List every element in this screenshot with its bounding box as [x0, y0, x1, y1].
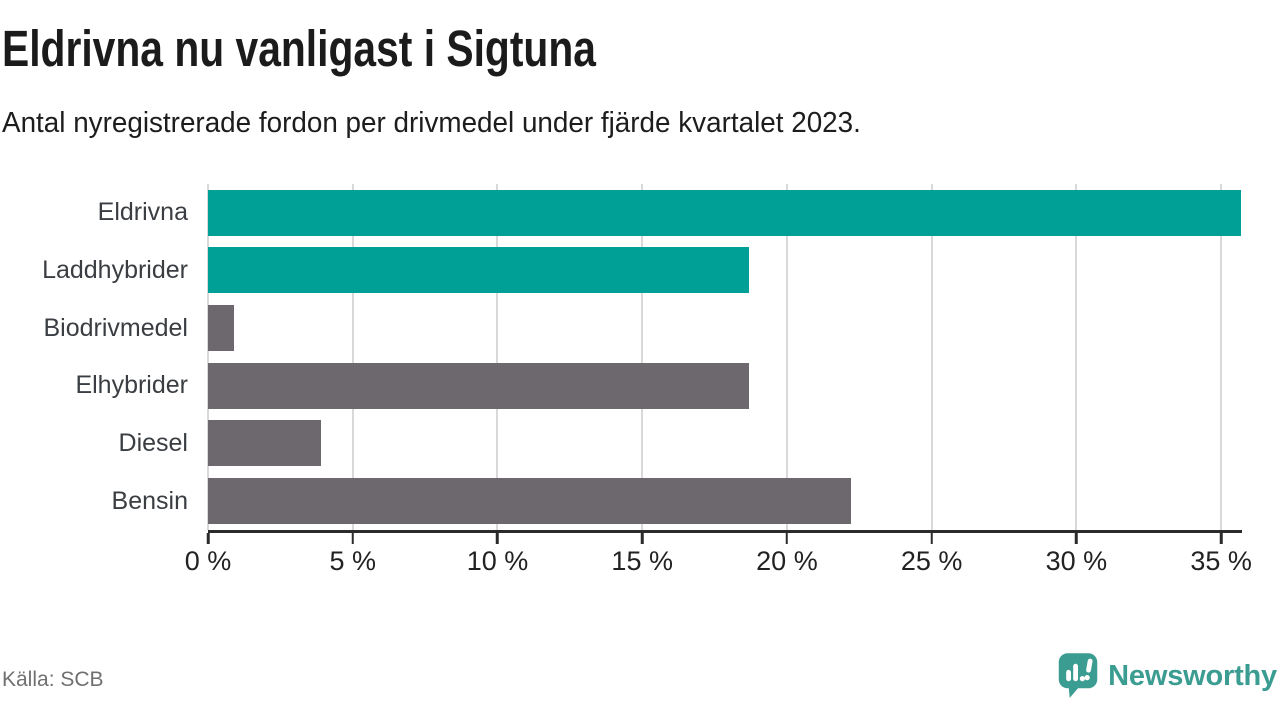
x-axis-tick-labels: 0 % 5 % 10 % 15 % 20 % 25 % 30 % 35 % [185, 546, 1252, 580]
tick-label: 35 % [1190, 546, 1252, 576]
tick-mark [1219, 533, 1223, 544]
horizontal-bar-chart: Eldrivna Laddhybrider Biodrivmedel Elhybrid… [0, 184, 1252, 584]
gridline [496, 184, 499, 530]
gridline [930, 184, 933, 530]
category-label: Eldrivna [97, 198, 188, 227]
x-axis-ticks [206, 533, 1242, 544]
gridline [1075, 184, 1078, 530]
gridline [785, 184, 788, 530]
newsworthy-logo: Newsworthy [1057, 648, 1277, 704]
bar-row: Laddhybrider [0, 242, 1242, 300]
x-axis-line [208, 530, 1242, 533]
chart-title: Eldrivna nu vanligast i Sigtuna [2, 20, 596, 77]
bar-row: Biodrivmedel [0, 299, 1242, 357]
tick-mark [930, 533, 933, 544]
tick-label: 0 % [184, 546, 232, 576]
bar [208, 247, 750, 294]
bar [208, 305, 235, 352]
tick-label: 5 % [329, 546, 376, 576]
category-label: Diesel [118, 429, 188, 457]
bar-rows: Eldrivna Laddhybrider Biodrivmedel Elhybrid… [0, 184, 1242, 530]
category-label: Elhybrider [75, 371, 188, 400]
bar-track [208, 189, 1242, 236]
bar [208, 362, 750, 409]
tick-mark [496, 533, 499, 544]
tick-label: 10 % [466, 546, 529, 576]
category-label: Laddhybrider [42, 255, 188, 284]
tick-label: 25 % [900, 546, 963, 576]
tick-label: 30 % [1045, 546, 1108, 576]
bar [208, 189, 1242, 236]
tick-mark [206, 533, 210, 544]
gridline [351, 184, 354, 530]
tick-mark [1075, 533, 1078, 544]
bar-track [208, 247, 1242, 294]
newsworthy-wordmark: Newsworthy [1108, 659, 1277, 692]
chart-subtitle: Antal nyregistrerade fordon per drivmede… [2, 107, 861, 139]
newsworthy-speech-bubble-icon [1058, 653, 1098, 698]
tick-mark [785, 533, 789, 544]
bar [208, 420, 321, 467]
gridline [641, 184, 644, 530]
bar-row: Eldrivna [0, 184, 1242, 242]
bar-row: Bensin [0, 472, 1242, 530]
gridline [1220, 184, 1223, 530]
category-label: Biodrivmedel [43, 313, 188, 342]
tick-label: 15 % [611, 546, 673, 576]
bar [208, 478, 851, 525]
bar-track [208, 362, 1242, 409]
bar-track [208, 305, 1242, 352]
bar-track [208, 478, 1242, 525]
tick-label: 20 % [756, 546, 818, 576]
bar-row: Diesel [0, 415, 1242, 473]
bar-track [208, 420, 1242, 467]
gridline [207, 184, 209, 530]
category-label: Bensin [111, 486, 188, 515]
bar-row: Elhybrider [0, 357, 1242, 415]
tick-mark [351, 533, 354, 544]
source-note: Källa: SCB [2, 668, 104, 691]
gridlines [207, 184, 1242, 530]
plot-area [207, 184, 1242, 530]
tick-mark [640, 533, 644, 544]
